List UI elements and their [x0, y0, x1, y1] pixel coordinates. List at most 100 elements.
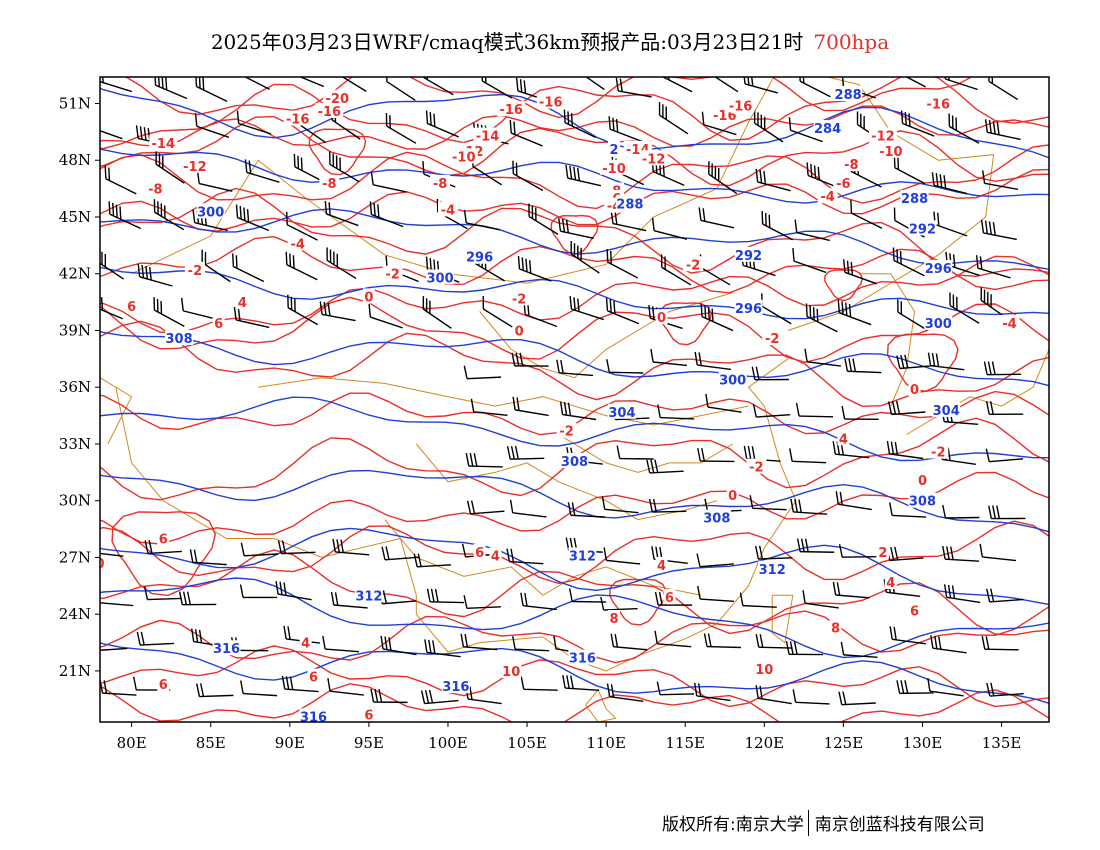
- height-label: 312: [355, 589, 382, 604]
- wind-barb: [511, 352, 549, 367]
- wind-barb: [980, 219, 1017, 241]
- wind-barb: [761, 211, 794, 241]
- height-label-bg: [568, 547, 597, 563]
- wind-barb: [570, 241, 600, 274]
- temperature-label-bg: [600, 159, 629, 175]
- height-label: 312: [759, 563, 786, 578]
- temperature-label-bg: [556, 422, 577, 438]
- border-line: [558, 434, 733, 473]
- wind-barb: [661, 77, 693, 93]
- wind-barb: [983, 361, 1022, 376]
- wind-barb: [153, 199, 185, 231]
- temperature-label: 2: [878, 546, 887, 561]
- wind-barb: [837, 299, 872, 326]
- height-label-bg: [196, 203, 225, 219]
- wind-barb: [285, 251, 318, 281]
- wind-barb: [585, 77, 605, 91]
- height-label-bg: [560, 452, 589, 468]
- temperature-label-bg: [663, 589, 676, 605]
- wind-barb: [385, 113, 417, 144]
- height-label: 300: [426, 271, 453, 286]
- wind-barb: [698, 207, 735, 229]
- lon-tick-label: 135E: [982, 734, 1022, 752]
- temperature-label: 6: [127, 300, 136, 315]
- temperature-label: -16: [713, 109, 737, 124]
- temperature-label-bg: [315, 103, 344, 119]
- temperature-label: 0: [95, 557, 104, 572]
- wind-barb: [608, 116, 643, 143]
- temperature-label-bg: [430, 174, 451, 190]
- temperature-label-bg: [817, 188, 838, 204]
- temperature-label: 0: [657, 311, 666, 326]
- wind-barb: [506, 548, 544, 565]
- temperature-label: 4: [301, 637, 310, 652]
- height-label-bg: [465, 248, 494, 264]
- lon-tick-label: 105E: [507, 734, 547, 752]
- wind-barb: [980, 287, 1010, 321]
- temperature-label: -2: [559, 425, 573, 440]
- wind-barb: [565, 164, 601, 187]
- wind-barb: [986, 682, 1024, 697]
- wind-barb: [886, 546, 924, 562]
- temperature-label: -4: [290, 237, 304, 252]
- wind-barb: [897, 299, 928, 331]
- temperature-label-bg: [212, 314, 225, 330]
- wind-barb: [979, 543, 1017, 562]
- temperature-label: 6: [309, 671, 318, 686]
- wind-barb: [610, 210, 647, 232]
- height-label-bg: [568, 649, 597, 665]
- temperature-label-bg: [655, 557, 668, 573]
- temperature-label: -2: [385, 268, 399, 283]
- temperature-label: -14: [476, 130, 500, 145]
- wind-barb: [275, 581, 312, 601]
- wind-barb: [100, 552, 124, 557]
- wind-barb: [982, 170, 1019, 191]
- isotherm-line: [100, 520, 1049, 585]
- isotherm-line: [100, 144, 1049, 210]
- wind-barb: [606, 683, 644, 702]
- temperature-label-bg: [323, 89, 352, 105]
- wind-barb: [563, 109, 596, 138]
- border-line: [479, 292, 733, 379]
- wind-barb: [603, 547, 641, 565]
- wind-barb: [832, 581, 870, 599]
- temperature-label-bg: [157, 530, 170, 546]
- wind-barb: [755, 634, 793, 649]
- wind-barb: [714, 77, 739, 93]
- lon-tick-label: 85E: [196, 734, 226, 752]
- temperature-label: -2: [512, 292, 526, 307]
- height-label-bg: [718, 371, 747, 387]
- temperature-label-bg: [184, 261, 205, 277]
- wind-barb: [751, 366, 789, 381]
- wind-barb: [569, 296, 605, 321]
- wind-barb: [752, 403, 791, 418]
- lon-tick-label: 95E: [354, 734, 384, 752]
- wind-barb: [413, 553, 452, 568]
- temperature-label-bg: [362, 288, 375, 304]
- border-line: [100, 377, 133, 445]
- temperature-label-bg: [536, 93, 565, 109]
- wind-barb: [739, 592, 777, 608]
- temperature-label-bg: [157, 676, 170, 692]
- border-line: [771, 594, 794, 644]
- temperature-label: 4: [491, 550, 500, 565]
- wind-barb: [892, 247, 925, 277]
- wind-barb: [482, 295, 513, 328]
- wind-barb: [794, 219, 831, 242]
- height-label: 308: [909, 495, 936, 510]
- wind-barb: [943, 584, 981, 604]
- temperature-label-bg: [501, 662, 522, 678]
- temperature-label: -6: [836, 177, 850, 192]
- temperature-label-bg: [382, 265, 403, 281]
- isotherm-loop: [111, 511, 217, 597]
- wind-barb: [380, 635, 417, 656]
- temperature-label: 4: [238, 296, 247, 311]
- temperature-label: -14: [152, 137, 176, 152]
- temperature-label-bg: [319, 174, 340, 190]
- lat-tick-label: 48N: [59, 151, 91, 169]
- lat-tick-label: 39N: [59, 321, 91, 339]
- wind-barb: [330, 591, 368, 609]
- wind-barb: [703, 633, 741, 649]
- temperature-label: -10: [452, 150, 476, 165]
- temperature-label-bg: [655, 309, 668, 325]
